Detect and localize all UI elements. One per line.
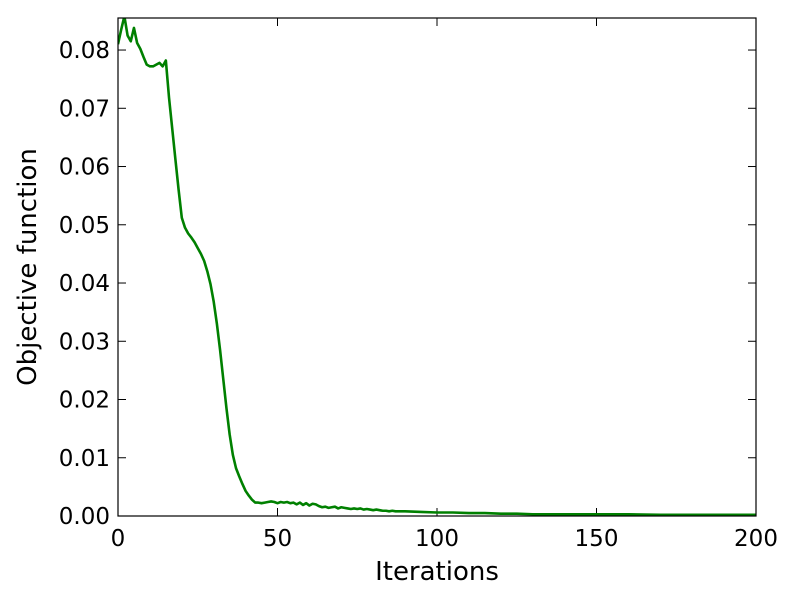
y-tick-label: 0.01	[59, 446, 110, 472]
x-axis-label: Iterations	[375, 557, 499, 587]
y-tick-label: 0.08	[59, 38, 110, 64]
x-tick-label: 0	[111, 526, 126, 552]
y-tick-label: 0.03	[59, 329, 110, 355]
y-tick-label: 0.06	[59, 155, 110, 181]
x-tick-label: 50	[263, 526, 292, 552]
x-tick-label: 100	[415, 526, 459, 552]
series-line	[118, 18, 756, 516]
plot-frame	[117, 17, 757, 517]
x-tick-label: 200	[734, 526, 778, 552]
y-tick-label: 0.07	[59, 96, 110, 122]
y-tick-label: 0.04	[59, 271, 110, 297]
y-tick-label: 0.00	[59, 504, 110, 530]
axis-ticks	[117, 18, 757, 517]
series-layer	[118, 18, 756, 516]
tick-labels: 0 50 100 150 200 0.00 0.01 0.02 0.03 0.04 0.05 0.06…	[59, 38, 778, 552]
x-tick-label: 150	[575, 526, 619, 552]
y-axis-label: Objective function	[13, 148, 43, 386]
y-tick-label: 0.02	[59, 388, 110, 414]
y-tick-label: 0.05	[59, 213, 110, 239]
